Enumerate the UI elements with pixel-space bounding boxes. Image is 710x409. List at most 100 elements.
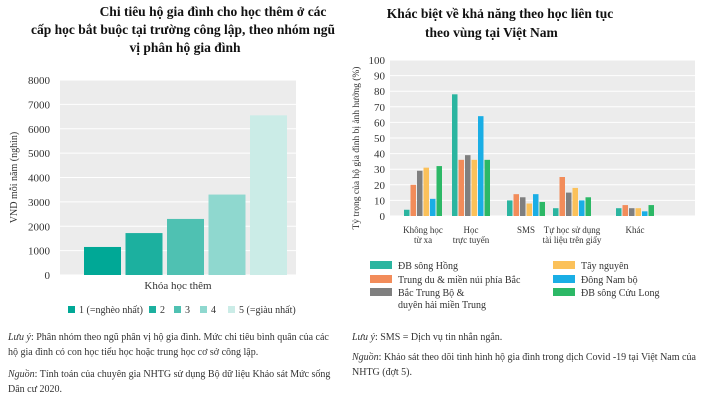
chart2-bar [635, 208, 641, 216]
chart1-bar [250, 115, 287, 275]
source-left-label: Nguồn [8, 369, 35, 380]
chart2-bar [539, 201, 545, 216]
chart2-bar [572, 187, 578, 216]
chart1-legend-swatch [200, 306, 207, 313]
chart2-legend-label: Đông Nam bộ [581, 275, 638, 286]
chart2-bar [404, 209, 410, 216]
chart2-bar [458, 159, 464, 216]
chart1-bar [208, 194, 246, 275]
chart1-title-line: cấp học bắt buộc tại trường công lập, th… [31, 22, 335, 37]
chart1-ytick-label: 6000 [28, 124, 51, 136]
chart2-ytick-label: 40 [374, 149, 386, 161]
chart2-bar [642, 211, 648, 216]
source-right-label: Nguồn [352, 352, 379, 363]
chart1-legend-swatch [68, 306, 75, 313]
chart2-ytick-label: 50 [374, 133, 386, 145]
chart2-category-label: SMS [517, 225, 535, 235]
chart2-category-label: tài liệu trên giấy [543, 235, 602, 245]
chart2-legend-label: Trung du & miền núi phía Bắc [398, 275, 521, 286]
chart2-ytick-label: 10 [374, 195, 386, 207]
chart1-y-axis-label: VND mỗi năm (nghìn) [9, 132, 20, 223]
chart2-bar [616, 208, 622, 216]
note-right-label: Lưu ý [352, 332, 375, 343]
source-right: Nguồn: Khảo sát theo dõi tình hình hộ gi… [352, 350, 702, 380]
chart2-bar [436, 166, 442, 216]
chart2-bar [484, 159, 490, 216]
chart2-legend-label: Tây nguyên [581, 261, 629, 272]
chart2-bar [622, 205, 628, 216]
chart2-legend-label: duyên hải miền Trung [398, 300, 486, 311]
chart2-bar [513, 194, 519, 216]
chart1-ytick-label: 3000 [28, 197, 51, 209]
source-left-text: : Tính toán của chuyên gia NHTG sử dụng … [8, 369, 331, 395]
chart2-bar [452, 94, 458, 216]
chart2-legend-label: ĐB sông Cửu Long [581, 288, 659, 299]
chart2-title-line: Khác biệt về khả năng theo học liên tục [387, 6, 614, 21]
chart2-bar [410, 184, 416, 216]
chart1-legend-label: 4 [211, 305, 216, 316]
chart2-ytick-label: 80 [374, 86, 386, 98]
chart2-bar [465, 155, 471, 216]
chart2-bar [507, 200, 513, 216]
chart2-legend-swatch [553, 275, 575, 283]
chart2-y-axis-label: Tỷ trọng của hộ gia đình bị ảnh hưởng (%… [351, 67, 362, 230]
chart2-ytick-label: 90 [374, 71, 386, 83]
chart2-bar [478, 116, 484, 216]
chart2-bar [417, 170, 423, 216]
chart1-legend-swatch [149, 306, 156, 313]
chart1-title-line: vị phân hộ gia đình [129, 40, 241, 55]
chart1-title-line: Chi tiêu hộ gia đình cho học thêm ở các [100, 4, 327, 19]
chart2-title-line: theo vùng tại Việt Nam [425, 25, 559, 40]
chart2-bar [533, 194, 539, 216]
chart1-bar [125, 233, 163, 275]
chart1-ytick-label: 8000 [28, 75, 51, 87]
chart2-ytick-label: 60 [374, 117, 386, 129]
chart2-legend-label: ĐB sông Hồng [398, 261, 458, 272]
chart2-bar [566, 192, 572, 216]
chart1-legend-label: 1 (=nghèo nhất) [79, 305, 143, 316]
chart2-bar [559, 177, 565, 216]
chart2-bar [430, 198, 436, 216]
learning-continuity-chart: Khác biệt về khả năng theo học liên tục t… [351, 6, 695, 311]
chart1-legend-swatch [228, 306, 235, 313]
chart1-bar [167, 218, 204, 275]
spending-chart: Chi tiêu hộ gia đình cho học thêm ở các c… [9, 4, 335, 316]
chart1-legend-label: 3 [185, 305, 190, 316]
chart2-legend-swatch [553, 261, 575, 269]
chart2-legend-swatch [370, 261, 392, 269]
chart2-bar [471, 159, 477, 216]
chart1-ytick-label: 4000 [28, 173, 51, 185]
source-left: Nguồn: Tính toán của chuyên gia NHTG sử … [8, 367, 338, 397]
chart2-category-label: từ xa [414, 235, 432, 245]
note-left: Lưu ý: Phân nhóm theo ngũ phân vị hộ gia… [8, 330, 338, 360]
chart2-legend-swatch [370, 288, 392, 296]
chart2-bar [629, 208, 635, 216]
chart2-bar [526, 203, 532, 216]
chart2-category-label: Học [464, 225, 479, 235]
note-left-label: Lưu ý [8, 332, 31, 343]
chart1-ytick-label: 2000 [28, 221, 51, 233]
note-left-text: : Phân nhóm theo ngũ phân vị hộ gia đình… [8, 332, 329, 358]
chart2-ytick-label: 0 [380, 211, 386, 223]
chart2-bar [423, 167, 429, 216]
chart2-legend-label: Bắc Trung Bộ & [398, 288, 465, 299]
chart1-ytick-label: 0 [45, 270, 51, 282]
chart2-ytick-label: 70 [374, 102, 386, 114]
source-right-text: : Khảo sát theo dõi tình hình hộ gia đìn… [352, 352, 696, 378]
chart1-x-axis-label: Khóa học thêm [144, 280, 212, 292]
chart2-category-label: Không học [403, 225, 443, 235]
chart2-bar [579, 200, 585, 216]
chart2-legend-swatch [370, 275, 392, 283]
chart2-legend-swatch [553, 288, 575, 296]
chart1-ytick-label: 5000 [28, 148, 51, 160]
chart2-bar [585, 197, 591, 216]
chart1-legend-swatch [174, 306, 181, 313]
chart2-ytick-label: 30 [374, 164, 386, 176]
chart2-category-label: Tự học sử dụng [544, 225, 601, 235]
chart1-ytick-label: 1000 [28, 246, 51, 258]
chart1-bar [84, 246, 121, 275]
chart2-bar [648, 205, 654, 216]
chart1-legend-label: 2 [160, 305, 165, 316]
chart2-bar [553, 208, 559, 216]
chart2-ytick-label: 100 [369, 55, 386, 67]
